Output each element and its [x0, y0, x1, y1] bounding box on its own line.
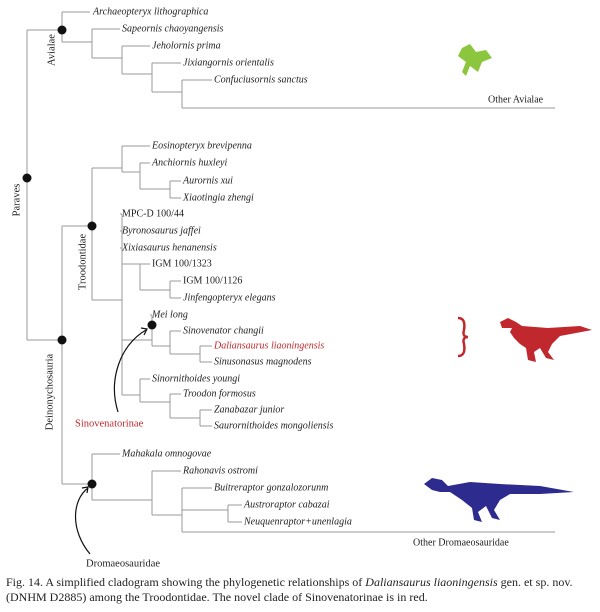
troodontid-silhouette	[500, 318, 592, 362]
clade-label: Deinonychosauria	[44, 353, 55, 430]
figure-caption: Fig. 14. A simplified cladogram showing …	[6, 575, 596, 605]
taxon-label: Saurornithoides mongoliensis	[214, 420, 333, 431]
taxon-label: Xixiasaurus henanensis	[121, 242, 217, 253]
clade-label: Troodontidae	[77, 234, 88, 291]
taxon-label: Archaeopteryx lithographica	[92, 6, 208, 17]
cladogram: Avialae Paraves Troodontidae Deinonychos…	[11, 6, 592, 569]
taxon-label: Troodon formosus	[183, 388, 256, 399]
taxon-label: Rahonavis ostromi	[182, 465, 258, 476]
taxon-label: Jinfengopteryx elegans	[183, 292, 276, 303]
node-dot	[147, 320, 157, 330]
dromaeosaur-silhouette	[424, 478, 574, 522]
taxon-label: Sinovenator changii	[183, 325, 264, 336]
clade-label: Paraves	[11, 184, 22, 217]
taxon-label: Sapeornis chaoyangensis	[122, 23, 223, 34]
taxon-label: Jixiangornis orientalis	[183, 57, 274, 68]
bird-silhouette	[458, 44, 492, 76]
clade-label: Avialae	[46, 34, 57, 66]
taxon-label: Eosinopteryx brevipenna	[151, 140, 252, 151]
arrow	[113, 329, 147, 413]
arrowhead	[81, 486, 89, 494]
tree-branches	[26, 11, 555, 533]
node-dot	[87, 479, 97, 489]
taxon-label: Xiaotingia zhengi	[182, 192, 254, 203]
caption-text: gen. et sp. nov. (DNHM D2885) among the …	[6, 575, 573, 604]
taxon-label: Jeholornis prima	[152, 40, 221, 51]
taxon-label: Mei long	[151, 309, 188, 320]
taxon-label: MPC-D 100/44	[122, 208, 184, 219]
caption-text: Fig. 14. A simplified cladogram showing …	[6, 575, 366, 589]
arrowhead	[140, 327, 148, 336]
clade-label: Dromaeosauridae	[86, 558, 160, 569]
node-dots	[22, 25, 157, 489]
taxon-label: Mahakala omnogovae	[121, 448, 212, 459]
taxon-label: Buitreraptor gonzalozorunm	[214, 482, 328, 493]
clade-label: Sinovenatorinae	[75, 418, 144, 429]
taxon-label: Other Avialae	[488, 94, 544, 105]
taxon-label: Sinusonasus magnodens	[214, 356, 312, 367]
taxon-label: Anchiornis huxleyi	[151, 157, 227, 168]
taxon-label: IGM 100/1126	[183, 275, 242, 286]
arrows	[74, 327, 148, 555]
taxon-label: Byronosaurus jaffei	[122, 225, 201, 236]
taxon-label: Zanabazar junior	[214, 404, 284, 415]
taxon-label: Austroraptor cabazai	[243, 499, 330, 510]
red-bracket	[457, 316, 469, 358]
taxon-label: Other Dromaeosauridae	[413, 537, 509, 548]
node-dot	[87, 221, 97, 231]
taxon-label: Aurornis xui	[182, 175, 233, 186]
taxon-label: IGM 100/1323	[152, 258, 212, 269]
taxon-label: Neuquenraptor+unenlagia	[243, 516, 352, 527]
taxon-label: Sinornithoides youngi	[152, 373, 240, 384]
arrow	[74, 487, 91, 555]
taxon-label: Daliansaurus liaoningensis	[213, 340, 324, 351]
caption-species: Daliansaurus liaoningensis	[365, 575, 498, 589]
node-dot	[22, 173, 32, 183]
node-dot	[57, 25, 67, 35]
taxon-label: Confuciusornis sanctus	[214, 74, 308, 85]
node-dot	[57, 335, 67, 345]
